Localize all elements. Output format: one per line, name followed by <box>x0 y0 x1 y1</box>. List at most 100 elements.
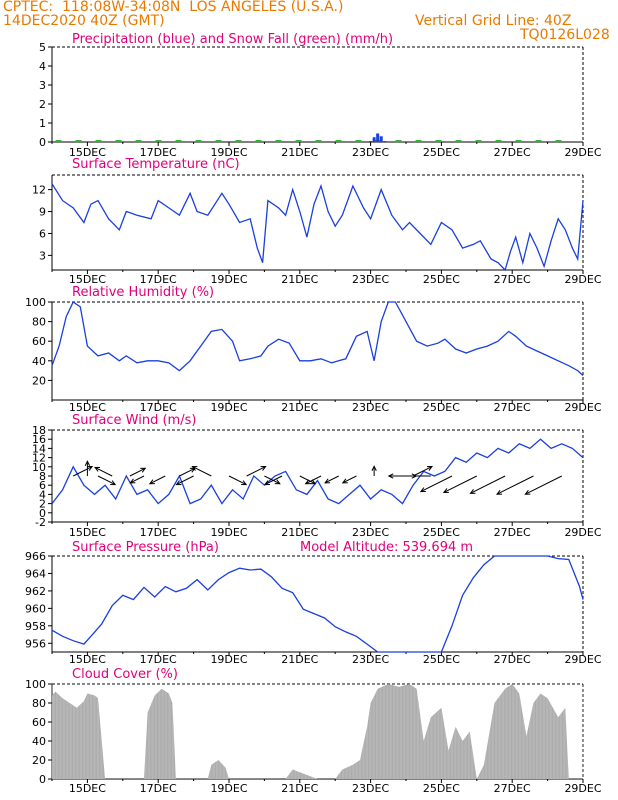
temp-line <box>51 183 584 272</box>
cloud-xtick-label: 17DEC <box>140 782 177 795</box>
cloud-xtick-label: 27DEC <box>494 782 531 795</box>
wind-arrow-head <box>87 466 94 471</box>
pressure-xtick-label: 29DEC <box>564 653 601 666</box>
pressure-xtick-label: 23DEC <box>352 653 389 666</box>
pressure-title: Surface Pressure (hPa) <box>72 540 219 555</box>
wind-arrow-head <box>419 487 426 493</box>
pressure-xtick-label: 27DEC <box>494 653 531 666</box>
pressure-ytick-label: 964 <box>25 567 46 580</box>
wind-arrow <box>299 475 316 485</box>
wind-arrow <box>228 475 247 486</box>
wind-ytick-label: 12 <box>32 452 46 465</box>
rh-xtick-label: 25DEC <box>423 401 460 414</box>
wind-arrow <box>470 475 506 494</box>
wind-arrow <box>130 475 145 484</box>
cloud-xtick-label: 23DEC <box>352 782 389 795</box>
wind-arrow <box>525 475 562 495</box>
temp-xtick-label: 17DEC <box>140 273 177 286</box>
precip-bar <box>379 136 383 142</box>
pressure-ytick-label: 962 <box>25 585 46 598</box>
wind-ytick-label: 10 <box>32 461 46 474</box>
wind-arrow <box>97 475 116 486</box>
wind-arrow-head <box>341 478 348 484</box>
pressure-xtick-label: 25DEC <box>423 653 460 666</box>
wind-arrow <box>192 466 212 477</box>
wind-arrow-head <box>426 466 434 471</box>
wind-arrow-head <box>260 466 267 471</box>
rh-title: Relative Humidity (%) <box>72 285 214 300</box>
wind-arrow <box>149 475 166 485</box>
wind-arrow-head <box>304 479 311 485</box>
precip-ytick-label: 3 <box>39 79 46 92</box>
wind-xtick-label: 23DEC <box>352 526 389 539</box>
rh-ytick-label: 20 <box>32 374 46 387</box>
precip-xtick-label: 17DEC <box>140 146 177 159</box>
model-code: TQ0126L028 <box>520 27 610 43</box>
pressure-line <box>51 555 584 653</box>
wind-arrow-head <box>263 480 270 486</box>
precip-ytick-label: 0 <box>39 136 46 149</box>
wind-xtick-label: 15DEC <box>69 526 106 539</box>
temp-xtick-label: 25DEC <box>423 273 460 286</box>
pressure-xtick-label: 17DEC <box>140 653 177 666</box>
wind-xtick-label: 29DEC <box>564 526 601 539</box>
wind-arrow-head <box>524 489 531 495</box>
precip-xtick-label: 27DEC <box>494 146 531 159</box>
wind-ytick-label: 6 <box>39 479 46 492</box>
wind-xtick-label: 27DEC <box>494 526 531 539</box>
date-header: 14DEC2020 40Z (GMT) <box>3 13 165 29</box>
precip-xtick-label: 21DEC <box>281 146 318 159</box>
cloud-xtick-label: 21DEC <box>281 782 318 795</box>
pressure-xtick-label: 21DEC <box>281 653 318 666</box>
precip-xtick-label: 25DEC <box>423 146 460 159</box>
wind-arrow-head <box>274 479 281 485</box>
wind-ytick-label: -2 <box>35 516 46 529</box>
wind-arrow-head <box>387 473 394 479</box>
wind-arrow-head <box>496 489 503 495</box>
precip-xtick-label: 29DEC <box>564 146 601 159</box>
temp-xtick-label: 15DEC <box>69 273 106 286</box>
cloud-title: Cloud Cover (%) <box>72 667 178 682</box>
pressure-ytick-label: 966 <box>25 550 46 563</box>
wind-arrow <box>412 466 433 477</box>
cloud-xtick-label: 25DEC <box>423 782 460 795</box>
wind-arrow-head <box>84 460 91 466</box>
precip-ytick-label: 2 <box>39 98 46 111</box>
wind-arrow <box>443 475 478 493</box>
wind-arrow <box>496 475 534 495</box>
wind-arrow-head <box>469 489 476 494</box>
pressure-ytick-label: 958 <box>25 620 46 633</box>
wind-arrow-head <box>94 466 101 472</box>
rh-ytick-label: 80 <box>32 316 46 329</box>
precip-bar <box>376 133 380 142</box>
wind-line <box>51 438 584 505</box>
wind-arrow <box>179 467 196 477</box>
wind-arrow-head <box>129 478 136 484</box>
wind-arrow <box>342 475 357 484</box>
rh-xtick-label: 21DEC <box>281 401 318 414</box>
pressure-ytick-label: 960 <box>25 602 46 615</box>
precip-title: Precipitation (blue) and Snow Fall (gree… <box>72 32 393 47</box>
wind-arrow-head <box>371 465 377 471</box>
cloud-xtick-label: 15DEC <box>69 782 106 795</box>
rh-ytick-label: 60 <box>32 335 46 348</box>
cloud-xtick-label: 29DEC <box>564 782 601 795</box>
temp-xtick-label: 19DEC <box>210 273 247 286</box>
rh-xtick-label: 15DEC <box>69 401 106 414</box>
precip-ytick-label: 4 <box>39 60 46 73</box>
wind-arrow-head <box>324 478 331 484</box>
wind-arrow-head <box>148 479 155 485</box>
wind-arrow-head <box>442 488 449 493</box>
wind-arrow-head <box>310 479 317 485</box>
rh-xtick-label: 29DEC <box>564 401 601 414</box>
wind-arrow <box>176 475 194 486</box>
pressure-subtitle: Model Altitude: 539.694 m <box>300 540 473 555</box>
wind-arrow-head <box>140 467 147 473</box>
wind-arrow <box>420 475 453 493</box>
cloud-ytick-label: 20 <box>32 754 46 767</box>
wind-arrow <box>324 475 339 484</box>
temp-ytick-label: 6 <box>39 227 46 240</box>
wind-ytick-label: 0 <box>39 507 46 520</box>
precip-xtick-label: 23DEC <box>352 146 389 159</box>
